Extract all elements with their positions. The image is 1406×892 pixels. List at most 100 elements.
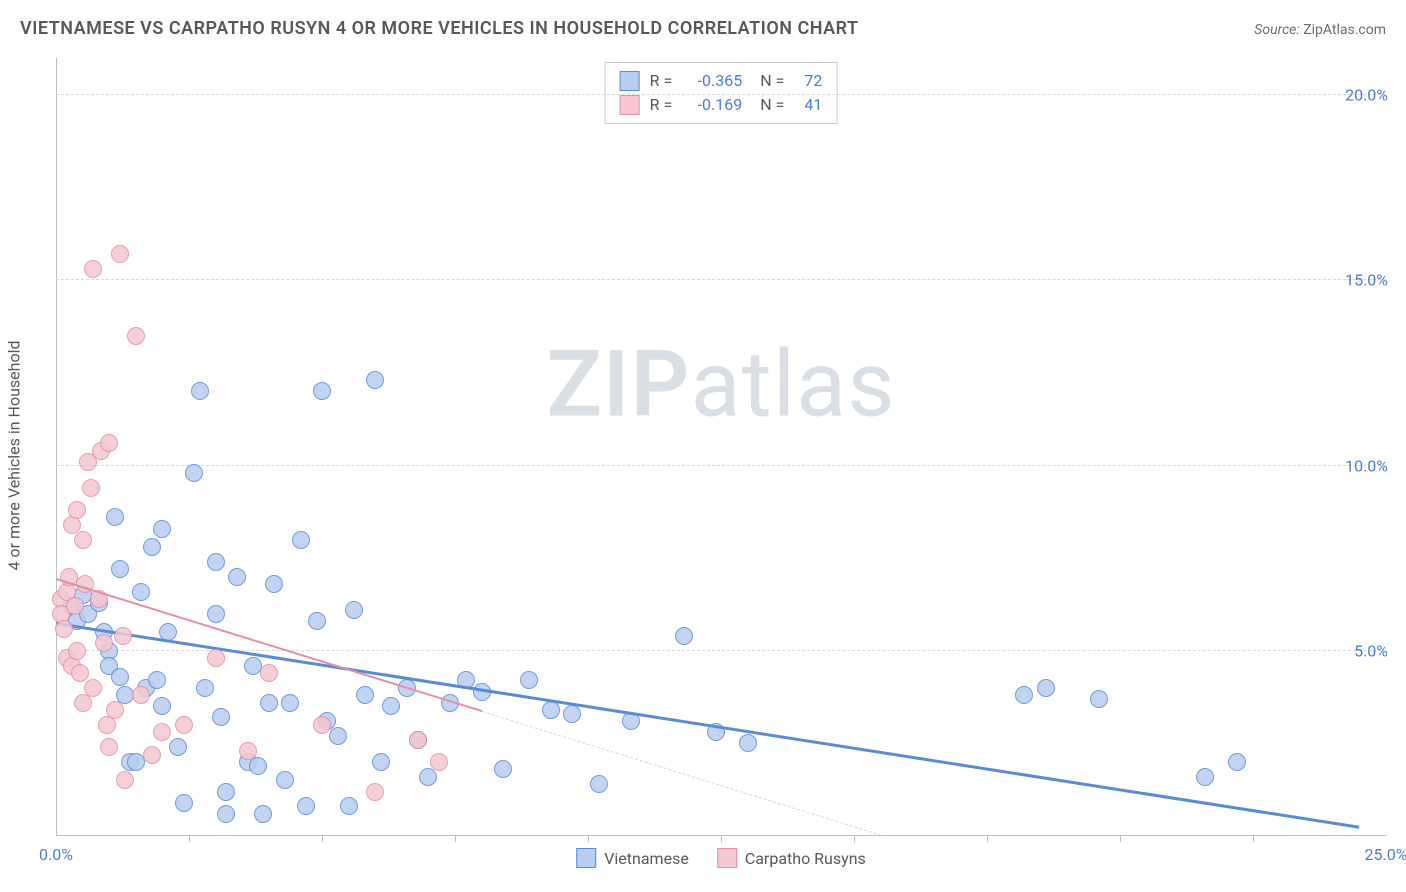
data-point bbox=[114, 627, 132, 645]
data-point bbox=[153, 697, 171, 715]
n-label: N = bbox=[760, 93, 784, 117]
data-point bbox=[281, 694, 299, 712]
data-point bbox=[366, 371, 384, 389]
r-label: R = bbox=[650, 69, 673, 93]
legend-item: Vietnamese bbox=[576, 848, 689, 868]
y-tick-label: 15.0% bbox=[1345, 271, 1388, 290]
data-point bbox=[313, 716, 331, 734]
data-point bbox=[207, 605, 225, 623]
data-point bbox=[1037, 679, 1055, 697]
source-attribution: Source: ZipAtlas.com bbox=[1254, 22, 1386, 38]
trend-line bbox=[481, 711, 880, 836]
correlation-legend: R =-0.365N =72R =-0.169N =41 bbox=[605, 62, 838, 124]
data-point bbox=[228, 568, 246, 586]
y-axis-line bbox=[56, 58, 57, 836]
legend-swatch bbox=[576, 848, 596, 868]
x-minor-tick bbox=[854, 836, 855, 842]
data-point bbox=[84, 260, 102, 278]
data-point bbox=[82, 479, 100, 497]
x-minor-tick bbox=[189, 836, 190, 842]
x-minor-tick bbox=[322, 836, 323, 842]
data-point bbox=[356, 686, 374, 704]
data-point bbox=[590, 775, 608, 793]
legend-label: Carpatho Rusyns bbox=[745, 849, 866, 868]
data-point bbox=[191, 382, 209, 400]
data-point bbox=[520, 671, 538, 689]
data-point bbox=[1228, 753, 1246, 771]
y-tick-label: 20.0% bbox=[1345, 86, 1388, 105]
x-tick-label: 0.0% bbox=[39, 845, 73, 864]
data-point bbox=[68, 501, 86, 519]
watermark: ZIPatlas bbox=[546, 331, 895, 438]
data-point bbox=[563, 705, 581, 723]
data-point bbox=[143, 746, 161, 764]
data-point bbox=[169, 738, 187, 756]
data-point bbox=[106, 508, 124, 526]
legend-swatch bbox=[620, 95, 640, 115]
n-value: 41 bbox=[794, 93, 822, 117]
data-point bbox=[207, 649, 225, 667]
n-value: 72 bbox=[794, 69, 822, 93]
data-point bbox=[175, 794, 193, 812]
data-point bbox=[116, 771, 134, 789]
data-point bbox=[297, 797, 315, 815]
x-minor-tick bbox=[1120, 836, 1121, 842]
data-point bbox=[207, 553, 225, 571]
x-minor-tick bbox=[721, 836, 722, 842]
data-point bbox=[148, 671, 166, 689]
data-point bbox=[74, 531, 92, 549]
data-point bbox=[100, 434, 118, 452]
x-minor-tick bbox=[588, 836, 589, 842]
x-tick-label: 25.0% bbox=[1365, 845, 1406, 864]
legend-swatch bbox=[620, 71, 640, 91]
data-point bbox=[111, 245, 129, 263]
data-point bbox=[254, 805, 272, 823]
data-point bbox=[249, 757, 267, 775]
r-label: R = bbox=[650, 93, 673, 117]
n-label: N = bbox=[760, 69, 784, 93]
series-legend: Vietnamese Carpatho Rusyns bbox=[576, 848, 866, 868]
data-point bbox=[55, 620, 73, 638]
data-point bbox=[382, 697, 400, 715]
data-point bbox=[175, 716, 193, 734]
data-point bbox=[675, 627, 693, 645]
data-point bbox=[372, 753, 390, 771]
data-point bbox=[185, 464, 203, 482]
legend-item: Carpatho Rusyns bbox=[717, 848, 866, 868]
data-point bbox=[366, 783, 384, 801]
x-minor-tick bbox=[455, 836, 456, 842]
data-point bbox=[345, 601, 363, 619]
data-point bbox=[95, 634, 113, 652]
legend-swatch bbox=[717, 848, 737, 868]
data-point bbox=[340, 797, 358, 815]
data-point bbox=[71, 664, 89, 682]
r-value: -0.169 bbox=[682, 93, 742, 117]
data-point bbox=[212, 708, 230, 726]
data-point bbox=[74, 694, 92, 712]
x-minor-tick bbox=[1253, 836, 1254, 842]
source-value: ZipAtlas.com bbox=[1303, 22, 1386, 38]
data-point bbox=[84, 679, 102, 697]
data-point bbox=[132, 583, 150, 601]
data-point bbox=[265, 575, 283, 593]
data-point bbox=[260, 664, 278, 682]
y-tick-label: 10.0% bbox=[1345, 456, 1388, 475]
data-point bbox=[127, 327, 145, 345]
data-point bbox=[68, 642, 86, 660]
data-point bbox=[217, 805, 235, 823]
legend-label: Vietnamese bbox=[604, 849, 689, 868]
data-point bbox=[153, 723, 171, 741]
data-point bbox=[409, 731, 427, 749]
data-point bbox=[217, 783, 235, 801]
gridline bbox=[56, 650, 1386, 651]
data-point bbox=[313, 382, 331, 400]
data-point bbox=[1015, 686, 1033, 704]
data-point bbox=[292, 531, 310, 549]
data-point bbox=[1090, 690, 1108, 708]
gridline bbox=[56, 279, 1386, 280]
source-label: Source: bbox=[1254, 22, 1299, 38]
data-point bbox=[329, 727, 347, 745]
data-point bbox=[111, 668, 129, 686]
data-point bbox=[308, 612, 326, 630]
data-point bbox=[739, 734, 757, 752]
